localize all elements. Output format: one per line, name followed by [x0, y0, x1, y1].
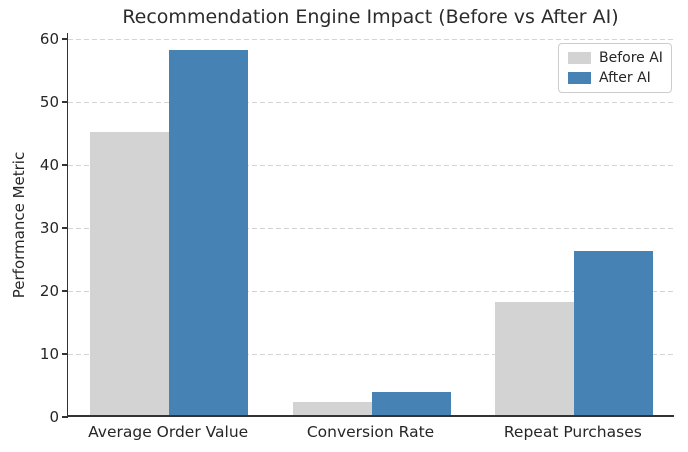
bar-before-ai-2 — [292, 401, 372, 415]
y-tick-mark-20 — [62, 290, 68, 292]
x-tick-label-1: Average Order Value — [88, 423, 249, 441]
legend-item-before: Before AI — [568, 50, 663, 66]
y-tick-mark-50 — [62, 101, 68, 104]
y-tick-label-0: 0 — [49, 408, 59, 426]
bar-after-ai-2 — [371, 392, 451, 415]
bar-before-ai-3 — [494, 301, 574, 415]
x-tick-label-3: Repeat Purchases — [503, 423, 642, 441]
y-tick-mark-0 — [62, 416, 68, 418]
legend-label-before: Before AI — [599, 50, 663, 66]
gridline-y-20 — [68, 290, 674, 292]
legend-swatch-after — [568, 72, 591, 84]
x-tick-label-2: Conversion Rate — [306, 423, 435, 441]
gridline-y-60 — [68, 38, 674, 40]
y-tick-mark-40 — [62, 164, 68, 166]
bar-after-ai-1 — [169, 49, 249, 415]
y-tick-label-60: 60 — [39, 30, 59, 49]
y-tick-mark-60 — [62, 38, 68, 41]
legend-label-after: After AI — [599, 70, 651, 86]
y-tick-label-50: 50 — [39, 93, 59, 112]
bar-after-ai-3 — [573, 251, 653, 415]
legend-swatch-before — [568, 52, 591, 64]
plot-area — [62, 33, 674, 418]
gridline-y-40 — [68, 164, 674, 166]
gridline-y-30 — [68, 227, 674, 229]
legend: Before AI After AI — [558, 43, 672, 93]
legend-item-after: After AI — [568, 70, 663, 86]
gridline-y-10 — [68, 353, 674, 355]
y-tick-label-40: 40 — [39, 156, 59, 175]
y-tick-label-30: 30 — [39, 219, 59, 238]
gridline-y-50 — [68, 101, 674, 103]
y-tick-mark-30 — [62, 227, 68, 229]
chart-title: Recommendation Engine Impact (Before vs … — [122, 6, 619, 28]
y-axis-label: Performance Metric — [10, 151, 28, 299]
y-tick-label-20: 20 — [39, 282, 59, 301]
y-tick-mark-10 — [62, 353, 68, 355]
y-tick-label-10: 10 — [39, 345, 59, 364]
bar-before-ai-1 — [90, 131, 170, 415]
